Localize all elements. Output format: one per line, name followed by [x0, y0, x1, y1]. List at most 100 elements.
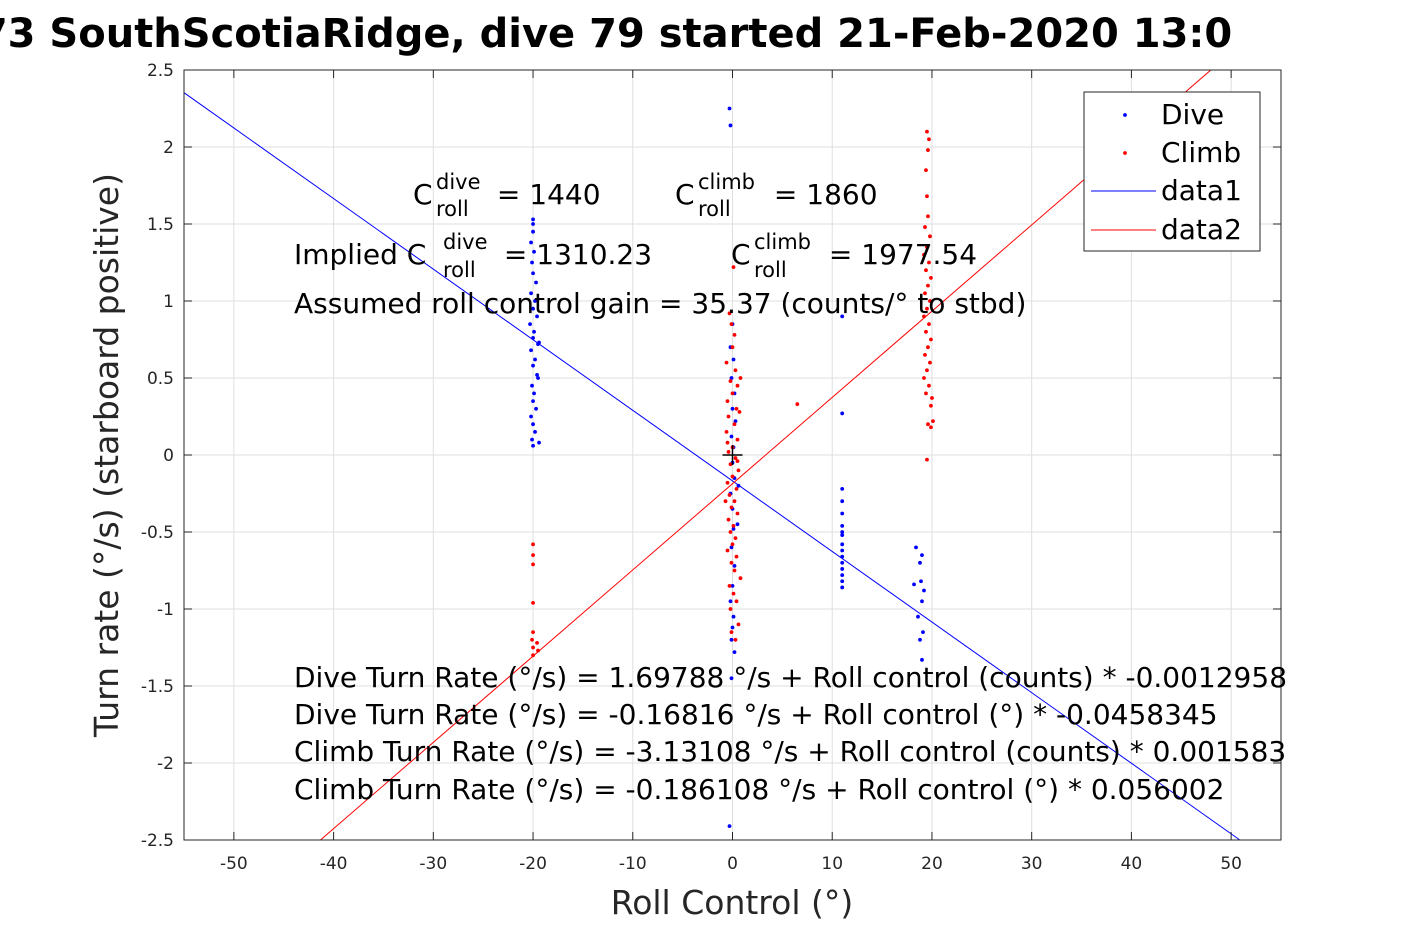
tick-marks — [184, 69, 1281, 841]
x-tick-label: -40 — [320, 854, 348, 874]
climb-point — [736, 622, 741, 627]
c-roll-climb-annotation: C climb roll = 1860 — [675, 170, 878, 221]
dive-point — [534, 406, 538, 411]
x-tick-label: 10 — [821, 854, 843, 874]
center-marker — [722, 445, 743, 465]
fit-lines — [183, 69, 1241, 841]
c-climb-sup: climb — [698, 170, 755, 194]
climb-point — [924, 168, 928, 173]
dive-point — [535, 314, 539, 319]
x-tick-label: 30 — [1021, 854, 1043, 874]
climb-point — [926, 422, 930, 427]
y-tick-label: 0 — [163, 446, 174, 466]
y-tick-label: 2 — [163, 138, 174, 158]
dive-point — [531, 222, 535, 226]
dive-point — [921, 630, 925, 634]
climb-point — [925, 129, 929, 134]
gain-annotation: Assumed roll control gain = 35.37 (count… — [294, 287, 1026, 320]
climb-point — [726, 414, 731, 419]
x-tick-label: 0 — [727, 854, 738, 874]
climb-point — [923, 353, 927, 357]
climb-point — [735, 437, 740, 442]
dive-point — [531, 217, 535, 222]
dive-point — [533, 430, 537, 434]
climb-point — [730, 345, 735, 350]
dive-point — [729, 434, 734, 439]
dive-point — [531, 271, 535, 276]
dive-point — [729, 637, 734, 642]
dive-point — [727, 106, 732, 111]
legend-box — [1083, 91, 1261, 252]
climb-point — [731, 523, 736, 528]
climb-point — [531, 553, 535, 557]
dive-point — [914, 545, 918, 550]
climb-point — [924, 391, 928, 396]
climb-point — [924, 329, 928, 334]
legend-label-data2: data2 — [1161, 213, 1242, 246]
dive-point — [531, 399, 535, 403]
climb-point — [735, 459, 740, 464]
climb-point — [531, 562, 535, 567]
dive-point — [735, 522, 740, 527]
climb-point — [931, 419, 935, 424]
equation-climb-degrees: Climb Turn Rate (°/s) = -0.186108 °/s + … — [294, 773, 1224, 806]
climb-point — [733, 536, 738, 541]
dive-point — [731, 357, 736, 362]
climb-point — [730, 474, 735, 479]
climb-point — [531, 630, 535, 634]
y-tick-label: 2.5 — [147, 61, 174, 81]
dive-point — [537, 440, 541, 445]
dive-point — [916, 614, 920, 619]
climb-point — [922, 252, 926, 257]
climb-point — [924, 268, 928, 273]
dive-point — [840, 542, 845, 547]
y-tick-label: -2 — [157, 754, 174, 774]
climb-point — [531, 542, 535, 547]
dive-point — [840, 511, 845, 516]
climb-point — [730, 391, 735, 396]
climb-point — [725, 440, 730, 445]
climb-point — [929, 276, 933, 280]
dive-point — [534, 280, 538, 285]
climb-point — [923, 291, 927, 296]
climb-point — [735, 511, 740, 516]
climb-point — [727, 311, 732, 316]
dive-point — [840, 548, 845, 553]
dive-point — [531, 363, 535, 368]
y-tick-label: -0.5 — [141, 523, 174, 543]
dive-point — [840, 567, 845, 571]
climb-point — [731, 591, 736, 596]
dive-point — [732, 563, 737, 568]
dive-point — [840, 499, 845, 504]
dive-point — [840, 314, 845, 319]
c-climb-base: C — [675, 178, 695, 211]
dive-point — [529, 414, 533, 419]
climb-point — [733, 456, 738, 460]
dive-point — [531, 443, 535, 448]
climb-point — [724, 430, 729, 434]
climb-point — [926, 283, 930, 288]
dive-point — [730, 584, 735, 588]
dive-point — [736, 483, 741, 488]
climb-point — [925, 457, 929, 462]
fit-line-data1 — [183, 92, 1241, 841]
climb-point — [726, 450, 731, 454]
climb-point — [730, 542, 735, 547]
y-tick-label: 1.5 — [147, 215, 174, 235]
dive-point — [729, 376, 734, 380]
climb-point — [531, 600, 535, 605]
climb-point — [732, 422, 737, 427]
c-climb-value: = 1860 — [765, 178, 878, 211]
dive-point — [729, 545, 734, 550]
climb-point — [536, 648, 540, 653]
dive-point — [531, 306, 535, 311]
dive-point — [530, 383, 534, 388]
climb-point — [737, 409, 742, 414]
y-tick-label: -1.5 — [141, 677, 174, 697]
chart-title: 673 SouthScotiaRidge, dive 79 started 21… — [0, 11, 1232, 57]
dive-point — [919, 579, 923, 584]
implied-dive-value: = 1310.23 — [495, 238, 652, 271]
dive-point — [840, 411, 845, 416]
climb-point — [925, 306, 929, 311]
